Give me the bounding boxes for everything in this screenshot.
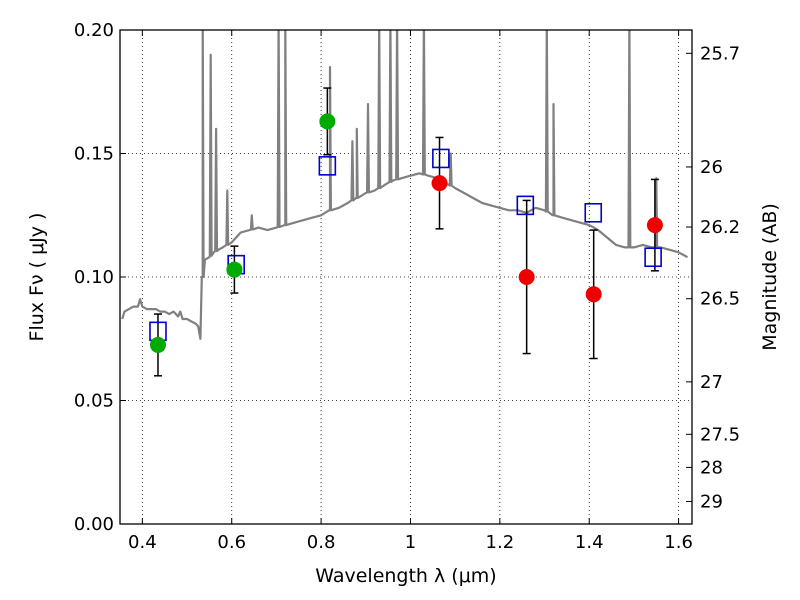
observed-flux-point <box>646 217 663 234</box>
model-flux-square <box>318 156 337 176</box>
x-tick-label: 0.8 <box>307 532 336 553</box>
x-tick-label: 1.2 <box>486 532 515 553</box>
y-axis-label-left: Flux Fν ( μJy ) <box>26 213 48 342</box>
right-tick-label: 26 <box>700 157 723 178</box>
right-tick-label: 28 <box>700 457 723 478</box>
grid-lines <box>120 30 692 524</box>
markers-layer <box>149 113 663 353</box>
right-tick-label: 26.5 <box>700 289 740 310</box>
right-tick-label: 25.7 <box>700 43 740 64</box>
observed-flux-point <box>226 261 243 278</box>
model-flux-square <box>432 148 450 169</box>
y-tick-label: 0.05 <box>74 391 114 412</box>
right-tick-label: 29 <box>700 491 723 512</box>
model-flux-square <box>644 247 662 268</box>
x-tick-label: 0.6 <box>217 532 246 553</box>
right-tick-label: 27.5 <box>700 424 740 445</box>
x-tick-label: 0.4 <box>128 532 157 553</box>
y-axis-label-right: Magnitude (AB) <box>759 203 781 351</box>
x-tick-label: 1.6 <box>664 532 693 553</box>
observed-flux-point <box>585 286 602 303</box>
observed-flux-point <box>319 113 336 130</box>
x-tick-label: 1 <box>405 532 416 553</box>
observed-flux-point <box>149 336 166 353</box>
right-tick-label: 27 <box>700 372 723 393</box>
model-flux-square <box>516 195 535 216</box>
x-axis-label: Wavelength λ (μm) <box>315 565 496 587</box>
x-tick-label: 1.4 <box>575 532 604 553</box>
y-tick-label: 0.20 <box>74 20 114 41</box>
y-tick-label: 0.10 <box>74 267 114 288</box>
y-tick-label: 0.00 <box>74 514 114 535</box>
right-tick-label: 26.2 <box>700 217 740 238</box>
model-spectrum-line <box>121 30 689 340</box>
y-tick-label: 0.15 <box>74 144 114 165</box>
ticks-layer: 0.4 0.6 0.8 1 1.2 1.4 1.6 0.00 0.05 0.10 0.15 0.20 2… <box>74 20 740 553</box>
model-flux-square <box>584 202 603 223</box>
observed-flux-point <box>518 269 535 285</box>
model-spectrum-layer <box>121 30 689 340</box>
observed-flux-point <box>431 175 448 192</box>
